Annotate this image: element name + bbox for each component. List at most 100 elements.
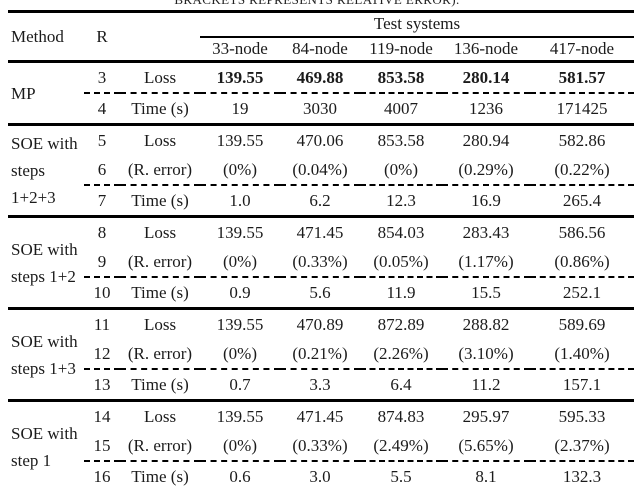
value-cell: 0.6 [200,461,280,488]
row-label: Time (s) [120,93,200,126]
value-cell: (1.40%) [530,339,634,370]
col-header-test-systems: Test systems [200,11,634,38]
col-header-r: R [84,11,120,63]
results-table: Method R Test systems 33-node 84-node 119-… [8,10,634,488]
row-label: (R. error) [120,155,200,186]
value-cell: (0.86%) [530,247,634,278]
value-cell: 0.9 [200,277,280,310]
value-cell: (1.17%) [442,247,530,278]
value-cell: (3.10%) [442,339,530,370]
method-cell: MP [8,61,84,126]
row-number: 10 [84,277,120,310]
value-cell: 3.0 [280,461,360,488]
value-cell: 280.94 [462,130,510,150]
row-number: 6 [84,155,120,186]
table-row: SOE with steps 1+2+3 5 Loss 139.55 470.06 853… [8,124,634,218]
value-cell: 11.9 [360,277,442,310]
value-cell: (0%) [200,247,280,278]
value-cell: 582.86 [558,130,606,150]
value-cell: 3.3 [280,369,360,402]
value-cell: 581.57 [530,61,634,94]
value-cell: (0.33%) [280,431,360,462]
col-header-method: Method [8,11,84,63]
table-row: SOE with steps 1+2 8 Loss 139.55 471.45 854.0… [8,216,634,310]
value-cell: (2.26%) [360,339,442,370]
value-cell: 16.9 [442,185,530,218]
value-cell: 469.88 [280,61,360,94]
value-cell: 470.06 [296,130,344,150]
value-cell: 8.1 [442,461,530,488]
table-header: Method R Test systems 33-node 84-node 119-… [8,11,634,63]
row-number: 3 [84,61,120,94]
table-row: SOE with steps 1+3 11 Loss 139.55 470.89 872.… [8,308,634,402]
method-cell: SOE with step 1 [8,400,84,488]
table-caption-text: BRACKETS REPRESENTS RELATIVE ERROR). [0,0,634,8]
value-cell: 471.45 [296,222,344,242]
row-number: 7 [84,185,120,218]
value-cell: (0%) [200,155,280,186]
row-label: Loss [143,314,177,334]
table-row: 9 (R. error) (0%) (0.33%) (0.05%) (1.17%) (0.8… [8,247,634,278]
col-header-33-node: 33-node [200,36,280,63]
value-cell: 252.1 [530,277,634,310]
value-cell: 854.03 [377,222,425,242]
value-cell: (0.04%) [280,155,360,186]
row-label: Loss [143,130,177,150]
value-cell: 1236 [442,93,530,126]
value-cell: 283.43 [462,222,510,242]
row-number: 4 [84,93,120,126]
value-cell: 139.55 [216,222,264,242]
method-cell: SOE with steps 1+2+3 [8,124,84,218]
table-row: 6 (R. error) (0%) (0.04%) (0%) (0.29%) (0.22%) [8,155,634,186]
row-number: 9 [84,247,120,278]
value-cell: (0%) [200,431,280,462]
table-row: SOE with step 1 14 Loss 139.55 471.45 874.83 2… [8,400,634,488]
table-row: 7 Time (s) 1.0 6.2 12.3 16.9 265.4 [8,185,634,218]
row-number: 11 [93,314,111,334]
value-cell: 586.56 [558,222,606,242]
row-label: Time (s) [120,185,200,218]
table-row: 15 (R. error) (0%) (0.33%) (2.49%) (5.65%) (2.… [8,431,634,462]
table-caption: BRACKETS REPRESENTS RELATIVE ERROR). [0,0,634,10]
value-cell: 12.3 [360,185,442,218]
value-cell: 4007 [360,93,442,126]
value-cell: 19 [200,93,280,126]
value-cell: 853.58 [377,130,425,150]
value-cell: (0%) [360,155,442,186]
value-cell: (0.05%) [360,247,442,278]
value-cell: 5.6 [280,277,360,310]
method-cell: SOE with steps 1+2 [8,216,84,310]
value-cell: 0.7 [200,369,280,402]
value-cell: 132.3 [530,461,634,488]
row-label: (R. error) [120,431,200,462]
value-cell: 6.4 [360,369,442,402]
value-cell: (0.22%) [530,155,634,186]
value-cell: 853.58 [360,61,442,94]
table-body: MP 3 Loss 139.55 469.88 853.58 280.14 581.57 4 Ti… [8,61,634,488]
value-cell: 874.83 [377,406,425,426]
value-cell: 139.55 [200,61,280,94]
value-cell: 157.1 [530,369,634,402]
table-row: 13 Time (s) 0.7 3.3 6.4 11.2 157.1 [8,369,634,402]
row-number: 16 [84,461,120,488]
value-cell: (0%) [200,339,280,370]
row-label: (R. error) [120,339,200,370]
method-cell: SOE with steps 1+3 [8,308,84,402]
table-row: MP 3 Loss 139.55 469.88 853.58 280.14 581.57 [8,61,634,126]
row-number: 15 [84,431,120,462]
value-cell: (2.49%) [360,431,442,462]
value-cell: 595.33 [558,406,606,426]
value-cell: 5.5 [360,461,442,488]
row-label: Loss [143,406,177,426]
value-cell: 139.55 [216,314,264,334]
value-cell: 288.82 [462,314,510,334]
row-number: 13 [84,369,120,402]
node-header-row: 33-node 84-node 119-node 136-node 417-node [8,36,634,63]
row-label: Time (s) [120,461,200,488]
row-label: Loss [120,61,200,94]
row-number: 8 [97,222,107,242]
value-cell: (0.29%) [442,155,530,186]
value-cell: 6.2 [280,185,360,218]
value-cell: 265.4 [530,185,634,218]
